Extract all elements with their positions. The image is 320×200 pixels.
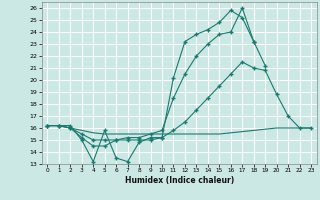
X-axis label: Humidex (Indice chaleur): Humidex (Indice chaleur) (124, 176, 234, 185)
